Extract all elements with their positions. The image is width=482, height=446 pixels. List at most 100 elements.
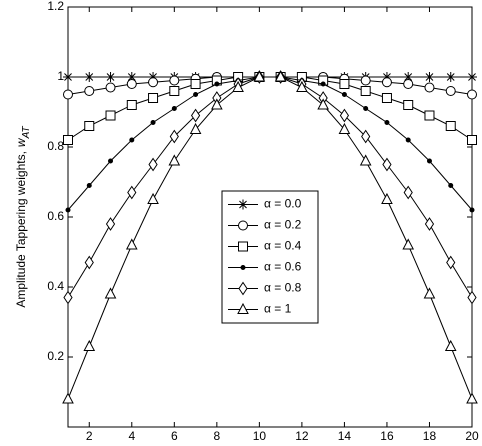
marker <box>424 72 435 82</box>
marker <box>361 129 371 144</box>
legend-label: α = 0.2 <box>264 218 302 232</box>
marker <box>445 86 456 96</box>
marker <box>105 110 116 121</box>
marker <box>84 255 94 270</box>
y-tick-label: 1.2 <box>47 0 64 13</box>
marker <box>108 158 114 164</box>
marker <box>148 72 159 82</box>
marker <box>403 100 414 110</box>
marker <box>84 86 95 96</box>
marker <box>189 122 202 134</box>
marker <box>423 287 436 299</box>
x-tick-label: 14 <box>338 429 352 443</box>
marker <box>168 154 181 166</box>
x-tick-label: 8 <box>213 429 220 443</box>
marker <box>317 98 329 110</box>
legend-marker <box>240 265 246 270</box>
marker <box>426 158 432 164</box>
marker <box>63 290 73 305</box>
marker <box>169 86 180 96</box>
marker <box>126 72 137 82</box>
marker <box>84 121 95 131</box>
marker <box>341 92 347 97</box>
marker <box>232 80 244 92</box>
marker <box>63 135 73 145</box>
marker <box>339 79 350 89</box>
marker <box>467 89 477 100</box>
y-axis-label: Amplitude Tappering weights, wAT <box>14 125 31 307</box>
marker <box>126 100 137 110</box>
marker <box>381 93 392 103</box>
marker <box>448 183 454 188</box>
legend-box <box>221 190 319 324</box>
marker <box>424 82 435 93</box>
marker <box>169 129 179 144</box>
marker <box>169 75 180 86</box>
x-tick-label: 18 <box>423 429 437 443</box>
marker <box>446 255 456 270</box>
marker <box>253 70 266 82</box>
y-axis-label-text: Amplitude Tappering weights, <box>14 151 28 308</box>
marker <box>382 157 392 172</box>
series-line <box>67 76 473 400</box>
marker <box>127 185 137 200</box>
marker <box>190 108 201 123</box>
marker <box>83 339 96 351</box>
marker <box>63 72 73 82</box>
marker <box>171 106 177 111</box>
x-tick-label: 2 <box>86 429 93 443</box>
y-axis-label-subscript: AT <box>21 125 32 139</box>
y-tick-label: 0.4 <box>47 279 64 293</box>
y-tick-label: 0.6 <box>47 209 64 223</box>
marker <box>148 157 158 172</box>
x-tick-label: 20 <box>465 429 479 443</box>
marker <box>84 72 95 82</box>
legend-label: α = 0.4 <box>264 239 302 253</box>
marker <box>105 72 116 82</box>
marker <box>296 80 308 92</box>
marker <box>381 77 392 88</box>
marker <box>384 120 390 125</box>
marker <box>150 120 156 125</box>
marker <box>403 185 413 200</box>
marker <box>363 106 369 111</box>
marker <box>65 207 71 213</box>
legend-marker <box>238 220 248 231</box>
legend-marker <box>238 199 248 210</box>
marker <box>148 93 159 103</box>
legend-label: α = 0.8 <box>264 281 302 295</box>
marker <box>445 72 456 82</box>
legend-marker <box>238 281 248 296</box>
marker <box>338 122 351 134</box>
y-tick-label: 0.2 <box>47 349 64 363</box>
x-tick-label: 4 <box>128 429 135 443</box>
marker <box>126 79 137 89</box>
legend-label: α = 0.0 <box>264 197 302 211</box>
x-tick-label: 10 <box>253 429 267 443</box>
y-axis-label-symbol: w <box>14 137 28 147</box>
marker <box>62 392 74 404</box>
marker <box>467 135 477 145</box>
marker <box>125 238 138 250</box>
legend-marker <box>238 241 248 252</box>
marker <box>469 207 475 213</box>
marker <box>214 81 220 87</box>
marker <box>147 192 159 204</box>
marker <box>105 82 116 93</box>
marker <box>403 79 414 89</box>
y-tick-label: 1 <box>57 69 64 83</box>
marker <box>403 72 414 82</box>
marker <box>381 72 392 82</box>
marker <box>105 217 116 231</box>
series-line <box>67 76 473 211</box>
x-tick-label: 6 <box>171 429 178 443</box>
marker <box>129 137 135 143</box>
marker <box>405 137 411 143</box>
marker <box>148 77 159 88</box>
x-tick-label: 16 <box>380 429 394 443</box>
marker <box>402 238 415 250</box>
marker <box>445 121 456 131</box>
marker <box>190 79 201 89</box>
marker <box>467 72 477 82</box>
legend-marker <box>237 302 249 314</box>
